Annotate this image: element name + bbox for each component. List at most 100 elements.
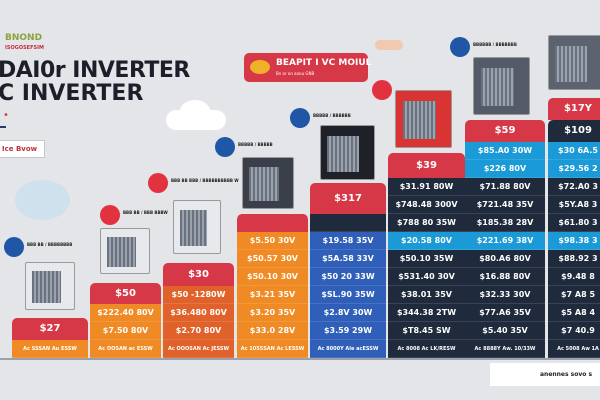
price-footnote: Ac 5008 Aw 1A: [548, 340, 600, 358]
cloud-decoration: [375, 40, 403, 50]
price-cell: $88.92 3: [548, 250, 600, 268]
brand-subtitle: ISOGOSEFSIM: [5, 45, 44, 51]
price-header: [237, 214, 308, 232]
page-title: DAI0r INVERTER: [0, 58, 190, 83]
price-footnote: Ac OOSAN ac ESSW: [90, 340, 161, 358]
price-header: $59: [465, 120, 545, 142]
price-cell: $3.21 35V: [237, 286, 308, 304]
price-cell: $5A.58 33V: [310, 250, 386, 268]
seal-icon: [250, 60, 270, 74]
price-cell: $50 -1280W: [163, 286, 234, 304]
price-cell: $7 40.9: [548, 322, 600, 340]
price-cell: $7 A8 5: [548, 286, 600, 304]
price-cell: $7.50 80V: [90, 322, 161, 340]
price-cell: $5.40 35V: [465, 322, 545, 340]
price-cell: $36.480 80V: [163, 304, 234, 322]
price-cell: $85.A0 30W: [465, 142, 545, 160]
product-image: [25, 262, 75, 310]
baseline: [0, 358, 600, 360]
vent-grill: [480, 68, 514, 107]
vent-grill: [179, 210, 208, 246]
price-cell: $5.50 30V: [237, 232, 308, 250]
price-cell: $185.38 28V: [465, 214, 545, 232]
price-cell: $T8.45 SW: [388, 322, 465, 340]
price-footnote: Ac 8888Y Aw. 10/33W: [465, 340, 545, 358]
brand-logo-icon: [100, 205, 120, 225]
price-header: $50: [90, 283, 161, 304]
brand-logo-icon: [4, 237, 24, 257]
price-cell: $32.33 30V: [465, 286, 545, 304]
badge-title: BEAPIT I VC MOIUL: [276, 58, 372, 68]
price-cell: $3.20 35V: [237, 304, 308, 322]
price-cell: $3.59 29W: [310, 322, 386, 340]
price-cell: $2.8V 30W: [310, 304, 386, 322]
price-cell: $226 80V: [465, 160, 545, 178]
price-cell: $38.01 35V: [388, 286, 465, 304]
price-header: $27: [12, 318, 88, 340]
promo-badge[interactable]: BEAPIT I VC MOIUL Bn or on anou GNB: [244, 53, 372, 82]
badge-subtitle: Bn or on anou GNB: [276, 71, 315, 76]
price-cell: $221.69 38V: [465, 232, 545, 250]
price-cell: $748.48 300V: [388, 196, 465, 214]
price-header: $109: [548, 120, 600, 142]
show-button[interactable]: Ice Bvow: [0, 140, 45, 158]
cloud-decoration: [15, 180, 70, 220]
price-cell: $50.57 30V: [237, 250, 308, 268]
brand-logo-icon: [290, 108, 310, 128]
vent-grill: [249, 167, 279, 201]
price-footnote: Ac SSSAN Au ESSW: [12, 340, 88, 358]
product-image: [320, 125, 375, 180]
product-image: [395, 90, 452, 148]
price-cell: $61.80 3: [548, 214, 600, 232]
vent-grill: [31, 271, 61, 303]
price-cell: $222.40 80V: [90, 304, 161, 322]
price-cell: $71.88 80V: [465, 178, 545, 196]
vent-grill: [327, 135, 360, 172]
price-header: $317: [310, 183, 386, 214]
price-header: $39: [388, 153, 465, 178]
product-image: [242, 157, 294, 209]
product-label: BBBBBB / BBBBBBB: [473, 42, 517, 47]
price-cell: $50.10 35W: [388, 250, 465, 268]
vent-grill: [402, 101, 436, 140]
price-footnote: Ac 8000Y Ale acESSW: [310, 340, 386, 358]
product-label: BBBBB / BBBBBB: [313, 113, 351, 118]
price-cell: $31.91 80W: [388, 178, 465, 196]
vent-grill: [555, 45, 588, 82]
page-subtitle: C INVERTER: [0, 81, 144, 106]
price-cell: $16.88 80V: [465, 268, 545, 286]
product-label: BBBBB / BBBBB: [238, 142, 273, 147]
price-cell: $344.38 2TW: [388, 304, 465, 322]
price-cell: $20.58 80V: [388, 232, 465, 250]
price-cell: $29.56 2: [548, 160, 600, 178]
price-footnote: Ac 1055SAN Ac LESSW: [237, 340, 308, 358]
price-cell: $721.48 35V: [465, 196, 545, 214]
price-cell: $SL.90 35W: [310, 286, 386, 304]
price-cell: $50 20 33W: [310, 268, 386, 286]
price-cell: $30 6A.5: [548, 142, 600, 160]
brand-logo-icon: [148, 173, 168, 193]
price-cell: $531.40 30V: [388, 268, 465, 286]
price-cell: $72.A0 3: [548, 178, 600, 196]
price-cell: $5 A8 4: [548, 304, 600, 322]
product-image: [548, 35, 600, 90]
product-image: [100, 228, 150, 274]
price-top-label: $17Y: [548, 98, 600, 120]
footer-box: anennes sovo s: [490, 363, 600, 386]
price-cell: $2.70 80V: [163, 322, 234, 340]
brand-logo-icon: [372, 80, 392, 100]
price-cell: $80.A6 80V: [465, 250, 545, 268]
marker: •: [3, 110, 9, 121]
brand-logo-icon: [450, 37, 470, 57]
price-cell: $77.A6 35V: [465, 304, 545, 322]
price-cell: $5Y.A8 3: [548, 196, 600, 214]
price-header: $30: [163, 263, 234, 286]
product-label: BBB BB / BBB BBBW: [123, 210, 168, 215]
price-cell: $9.48 8: [548, 268, 600, 286]
vent-grill: [106, 236, 136, 267]
brand-name: BNOND: [5, 33, 43, 43]
price-cell: $788 80 35W: [388, 214, 465, 232]
brand-logo-icon: [215, 137, 235, 157]
price-footnote: Ac OOOSAN Ac JESSW: [163, 340, 234, 358]
price-cell: $50.10 30V: [237, 268, 308, 286]
